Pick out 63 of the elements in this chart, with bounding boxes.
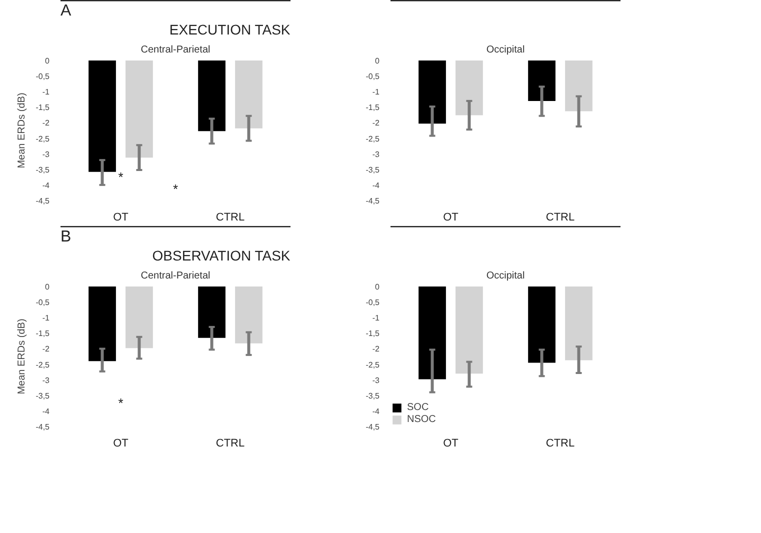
annotation: *: [118, 396, 124, 410]
text: B: [60, 228, 72, 246]
y-tick-label: -1: [372, 88, 380, 97]
y-tick-label: -4,5: [366, 196, 380, 206]
y-tick-label: -2,5: [366, 134, 380, 144]
y-tick-label: -3,5: [36, 165, 50, 174]
y-tick-label: -1: [42, 88, 50, 97]
y-tick-label: 0: [45, 282, 50, 292]
y-tick-label: -2: [42, 118, 50, 128]
chart-title: EXECUTION TASK: [169, 22, 291, 38]
y-tick-label: -3: [42, 376, 50, 385]
y-tick-label: -1,5: [36, 329, 50, 338]
x-tick-label: CTRL: [216, 438, 245, 450]
y-tick-label: 0: [375, 282, 380, 292]
chart-subtitle: Occipital: [486, 270, 525, 282]
x-tick-label: CTRL: [546, 212, 575, 224]
y-tick-label: -1: [42, 314, 50, 323]
y-tick-label: -3,5: [366, 391, 380, 400]
chart-subtitle: Occipital: [486, 44, 525, 56]
y-tick-label: 0: [375, 56, 380, 66]
y-tick-label: -2,5: [366, 360, 380, 370]
y-tick-label: -0,5: [36, 298, 50, 308]
annotation: *: [172, 182, 178, 196]
chart-subtitle: Central-Parietal: [140, 44, 210, 56]
y-tick-label: -4,5: [36, 422, 50, 432]
y-tick-label: -2,5: [36, 134, 50, 144]
x-tick-label: CTRL: [216, 212, 245, 224]
y-axis-title: Mean ERDs (dB): [16, 318, 28, 394]
annotation: *: [118, 170, 124, 184]
x-tick-label: OT: [443, 438, 459, 450]
text: A: [60, 2, 72, 20]
y-tick-label: -0,5: [366, 298, 380, 308]
y-axis-title: Mean ERDs (dB): [16, 92, 28, 168]
y-tick-label: -4: [42, 406, 50, 416]
y-tick-label: -1,5: [366, 103, 380, 112]
y-tick-label: -4,5: [366, 422, 380, 432]
y-tick-label: -4: [372, 180, 380, 190]
x-tick-label: OT: [113, 438, 129, 450]
y-tick-label: -3: [42, 150, 50, 159]
y-tick-label: -1,5: [366, 329, 380, 338]
legend-label: NSOC: [407, 414, 436, 425]
y-tick-label: -2: [372, 344, 380, 354]
y-tick-label: -3: [372, 376, 380, 385]
y-tick-label: -0,5: [366, 72, 380, 82]
x-tick-label: OT: [443, 212, 459, 224]
x-tick-label: CTRL: [546, 438, 575, 450]
x-tick-label: OT: [113, 212, 129, 224]
chart-title: OBSERVATION TASK: [152, 248, 291, 264]
y-tick-label: -2: [372, 118, 380, 128]
y-tick-label: -1: [372, 314, 380, 323]
y-tick-label: -2: [42, 344, 50, 354]
y-tick-label: -4,5: [36, 196, 50, 206]
legend-label: SOC: [407, 402, 429, 413]
y-tick-label: 0: [45, 56, 50, 66]
y-tick-label: -4: [372, 406, 380, 416]
y-tick-label: -4: [42, 180, 50, 190]
y-tick-label: -2,5: [36, 360, 50, 370]
y-tick-label: -0,5: [36, 72, 50, 82]
chart-subtitle: Central-Parietal: [140, 270, 210, 282]
y-tick-label: -3,5: [366, 165, 380, 174]
y-tick-label: -3,5: [36, 391, 50, 400]
y-tick-label: -3: [372, 150, 380, 159]
y-tick-label: -1,5: [36, 103, 50, 112]
